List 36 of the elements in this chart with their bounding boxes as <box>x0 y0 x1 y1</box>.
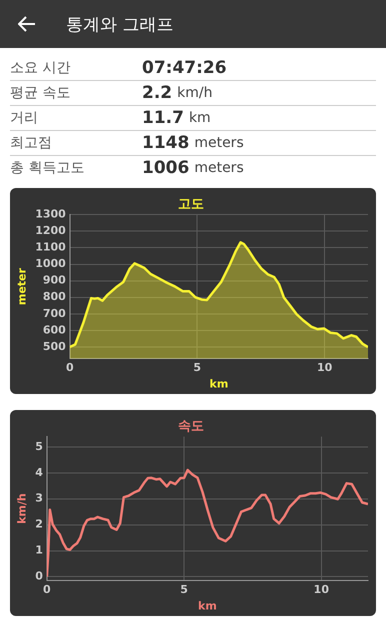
x-tick-label: 10 <box>317 361 333 374</box>
text: 1006 meters <box>142 158 244 178</box>
y-tick-label: 1000 <box>35 257 66 270</box>
chart-title: 고도 <box>178 197 204 212</box>
y-tick-label: 700 <box>42 306 66 320</box>
text: 2.2 km/h <box>142 83 212 103</box>
text: 소요 시간 <box>10 59 72 77</box>
x-tick-label: 10 <box>314 583 330 596</box>
y-tick-label: 1300 <box>35 207 66 220</box>
text: 07:47:26 <box>142 58 227 78</box>
y-tick-label: 3 <box>35 492 43 505</box>
y-tick-label: 5 <box>35 440 43 453</box>
y-axis-title: km/h <box>15 493 28 524</box>
x-tick-label: 5 <box>193 361 202 374</box>
text: 거리 <box>10 109 39 127</box>
y-tick-label: 1100 <box>35 240 66 254</box>
y-tick-label: 800 <box>42 290 66 304</box>
text: 1148 meters <box>142 133 244 153</box>
y-tick-label: 1200 <box>35 224 66 238</box>
y-tick-label: 2 <box>35 518 43 531</box>
text: 평균 속도 <box>10 84 72 102</box>
x-axis-title: km <box>198 599 217 612</box>
y-tick-label: 900 <box>42 274 66 287</box>
text: 11.7 km <box>142 108 211 128</box>
text: 총 획득고도 <box>10 159 86 177</box>
text: 최고점 <box>10 134 53 152</box>
y-tick-label: 0 <box>35 570 44 583</box>
x-axis-title: km <box>210 377 228 390</box>
y-tick-label: 4 <box>35 466 44 479</box>
y-tick-label: 600 <box>42 323 66 336</box>
y-tick-label: 1 <box>35 544 43 557</box>
y-axis-title: meter <box>15 268 28 306</box>
y-tick-label: 500 <box>42 340 66 353</box>
x-tick-label: 5 <box>180 583 188 596</box>
text: 통계와 그래프 <box>66 14 174 36</box>
chart-title: 속도 <box>178 419 204 434</box>
